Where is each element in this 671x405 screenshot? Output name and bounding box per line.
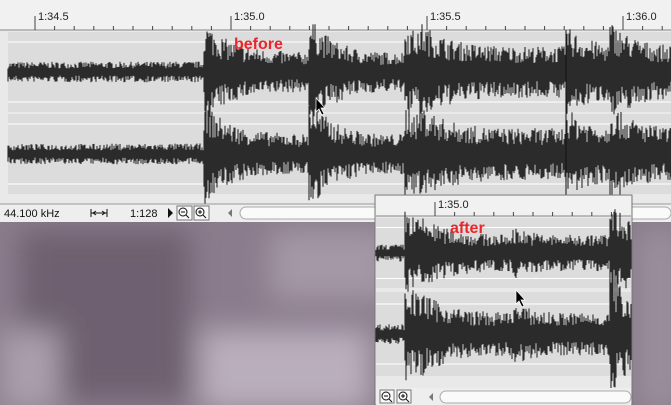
annotation: before [234,36,283,53]
scrollbar[interactable] [440,391,631,403]
ruler-label: 1:36.0 [626,11,657,23]
ruler [0,0,671,30]
zoom-out-button[interactable] [177,206,192,220]
zoom-in-button[interactable] [397,390,411,403]
zoom-level: 1:128 [130,208,158,220]
main-window: 1:34.5 1:35.0 1:35.5 1:36.0 before 44.10… [0,0,671,222]
ruler-label: 1:35.0 [438,199,469,211]
ruler [376,196,631,216]
sample-rate: 44.100 kHz [4,208,60,220]
zoom-in-button[interactable] [194,206,209,220]
ruler-label: 1:35.0 [234,11,265,23]
ruler-label: 1:34.5 [38,11,69,23]
annotation: after [450,220,485,237]
inset-window: 1:35.0 after [375,195,632,405]
zoom-out-button[interactable] [380,390,394,403]
ruler-label: 1:35.5 [430,11,461,23]
screenshot: 1:34.5 1:35.0 1:35.5 1:36.0 before 44.10… [0,0,671,405]
